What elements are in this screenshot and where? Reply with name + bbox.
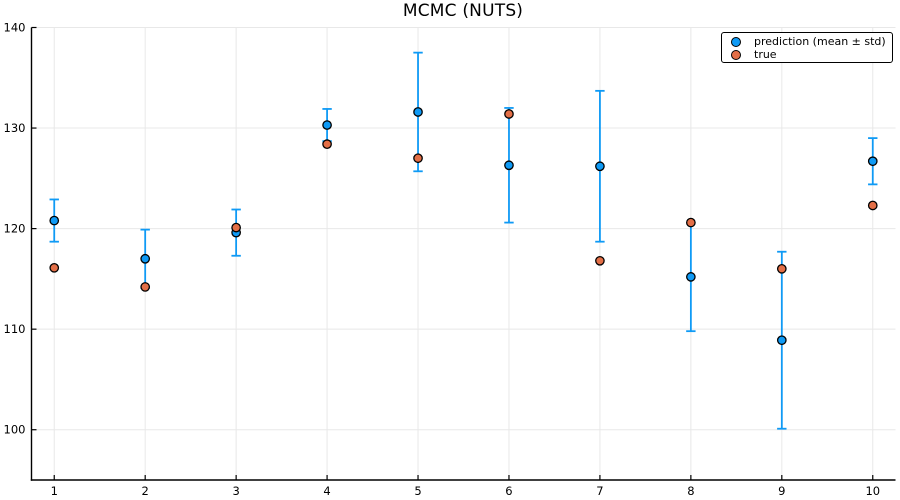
x-tick-label: 9: [778, 484, 785, 498]
true-marker: [322, 139, 332, 149]
chart-title: MCMC (NUTS): [402, 1, 524, 21]
true-marker: [867, 200, 878, 211]
y-tick-label: 110: [4, 322, 26, 336]
true-marker: [231, 222, 241, 233]
true-marker: [140, 282, 151, 292]
x-tick-label: 6: [505, 484, 512, 498]
prediction-marker: [322, 120, 332, 130]
prediction-marker: [686, 272, 696, 282]
y-tick-label: 120: [4, 222, 26, 236]
y-tick-label: 100: [4, 423, 26, 437]
x-tick-label: 10: [865, 484, 880, 498]
true-marker: [49, 262, 60, 273]
prediction-marker: [49, 215, 60, 226]
y-tick-label: 140: [4, 21, 26, 35]
x-tick-label: 4: [323, 484, 330, 498]
prediction-marker: [867, 156, 878, 167]
true-marker: [595, 255, 605, 266]
legend-item-prediction: prediction (mean ± std): [722, 35, 892, 48]
legend: prediction (mean ± std) true: [721, 32, 893, 63]
legend-label-true: true: [754, 48, 777, 61]
legend-marker-prediction-icon: [731, 36, 741, 47]
y-tick-label: 130: [4, 121, 26, 135]
true-marker: [686, 217, 696, 228]
x-tick-label: 7: [596, 484, 603, 498]
x-tick-label: 8: [687, 484, 694, 498]
x-tick-label: 5: [414, 484, 421, 498]
true-marker: [504, 109, 514, 119]
true-marker: [413, 153, 423, 164]
prediction-marker: [413, 107, 423, 117]
x-tick-label: 3: [232, 484, 239, 498]
prediction-marker: [504, 160, 514, 171]
x-tick-label: 2: [142, 484, 149, 498]
legend-marker-true-icon: [731, 49, 741, 60]
prediction-marker: [140, 253, 151, 264]
prediction-marker: [776, 335, 787, 346]
prediction-marker: [595, 161, 605, 172]
true-marker: [776, 263, 787, 274]
legend-item-true: true: [722, 48, 892, 61]
legend-label-prediction: prediction (mean ± std): [754, 35, 886, 48]
x-tick-label: 1: [51, 484, 58, 498]
